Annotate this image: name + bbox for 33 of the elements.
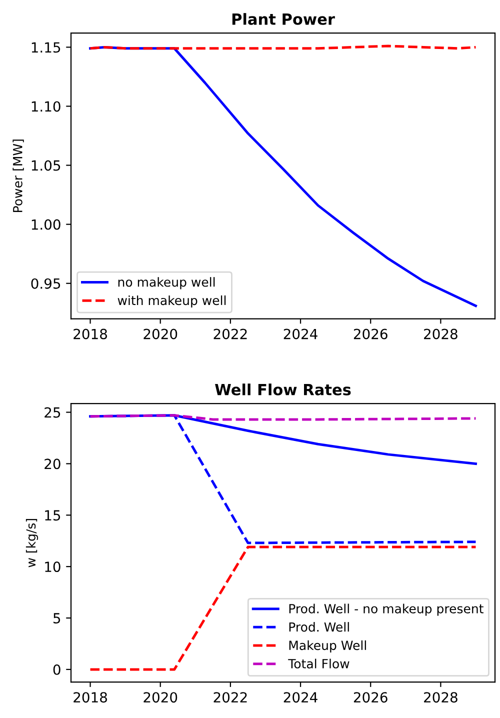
- chart-title: Plant Power: [232, 13, 335, 25]
- x-tick-label: 2018: [74, 692, 107, 703]
- x-tick-label: 2024: [284, 328, 318, 340]
- y-tick-label: 5: [54, 613, 60, 624]
- y-tick-label: 15: [45, 510, 60, 521]
- x-tick-label: 2024: [284, 692, 318, 703]
- x-tick-label: 2026: [354, 328, 388, 340]
- y-tick-label: 1.10: [32, 101, 60, 112]
- x-tick-label: 2022: [214, 328, 247, 340]
- y-axis-title: w [kg/s]: [26, 518, 38, 568]
- y-axis-title: Power [MW]: [12, 140, 24, 212]
- y-tick-label: 1.15: [32, 42, 60, 53]
- legend-label: Prod. Well - no makeup present: [289, 604, 484, 616]
- x-tick-label: 2018: [74, 328, 107, 340]
- x-tick-label: 2028: [424, 692, 458, 703]
- y-tick-label: 20: [44, 458, 60, 470]
- y-tick-label: 0: [53, 664, 60, 675]
- legend-label: with makeup well: [118, 295, 226, 308]
- x-tick-label: 2028: [424, 328, 458, 340]
- legend-label: Makeup Well: [289, 640, 366, 652]
- y-tick-label: 25: [44, 407, 60, 418]
- x-tick-label: 2020: [144, 328, 178, 340]
- y-tick-label: 1.00: [32, 219, 60, 230]
- x-tick-label: 2020: [144, 692, 178, 703]
- x-tick-label: 2026: [354, 692, 388, 703]
- chart-title: Well Flow Rates: [215, 384, 351, 396]
- y-tick-label: 1.05: [32, 160, 60, 171]
- x-tick-label: 2022: [214, 692, 247, 703]
- y-tick-label: 10: [45, 562, 60, 572]
- y-tick-label: 0.95: [31, 278, 60, 289]
- legend-label: Total Flow: [288, 658, 350, 668]
- legend-label: no makeup well: [118, 277, 215, 290]
- legend-label: Prod. Well: [289, 622, 349, 632]
